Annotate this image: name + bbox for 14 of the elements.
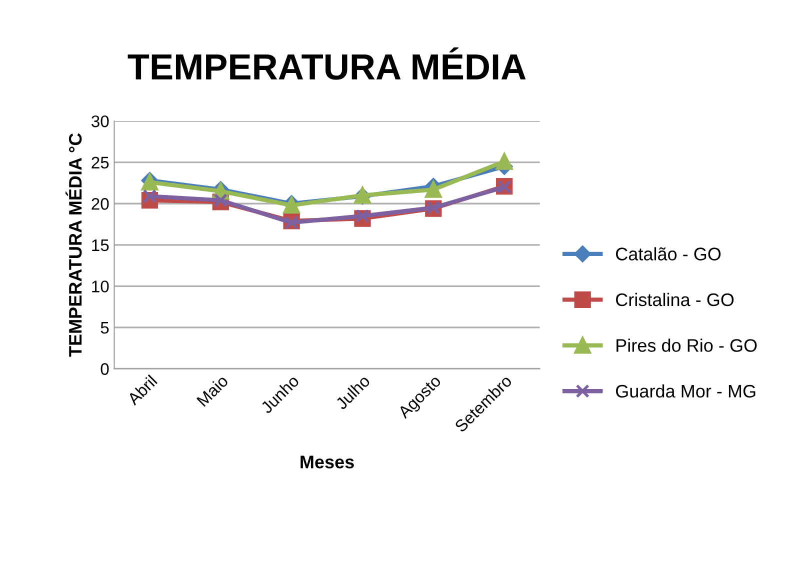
y-tick-label: 25 bbox=[92, 156, 109, 169]
legend-label: Catalão - GO bbox=[616, 247, 721, 260]
y-axis-title: TEMPERATURA MÉDIA °C bbox=[66, 133, 82, 357]
chart-title: TEMPERATURA MÉDIA bbox=[128, 47, 526, 80]
legend-label: Cristalina - GO bbox=[616, 292, 734, 306]
y-tick-label: 5 bbox=[100, 322, 109, 334]
x-axis-title: Meses bbox=[300, 456, 354, 468]
legend-label: Pires do Rio - GO bbox=[616, 338, 757, 352]
y-tick-label: 30 bbox=[92, 115, 109, 128]
y-tick-label: 20 bbox=[92, 198, 109, 210]
y-tick-label: 10 bbox=[92, 280, 109, 292]
legend-label: Guarda Mor - MG bbox=[616, 384, 756, 398]
y-tick-label: 15 bbox=[92, 239, 109, 252]
y-tick-label: 0 bbox=[100, 363, 109, 375]
